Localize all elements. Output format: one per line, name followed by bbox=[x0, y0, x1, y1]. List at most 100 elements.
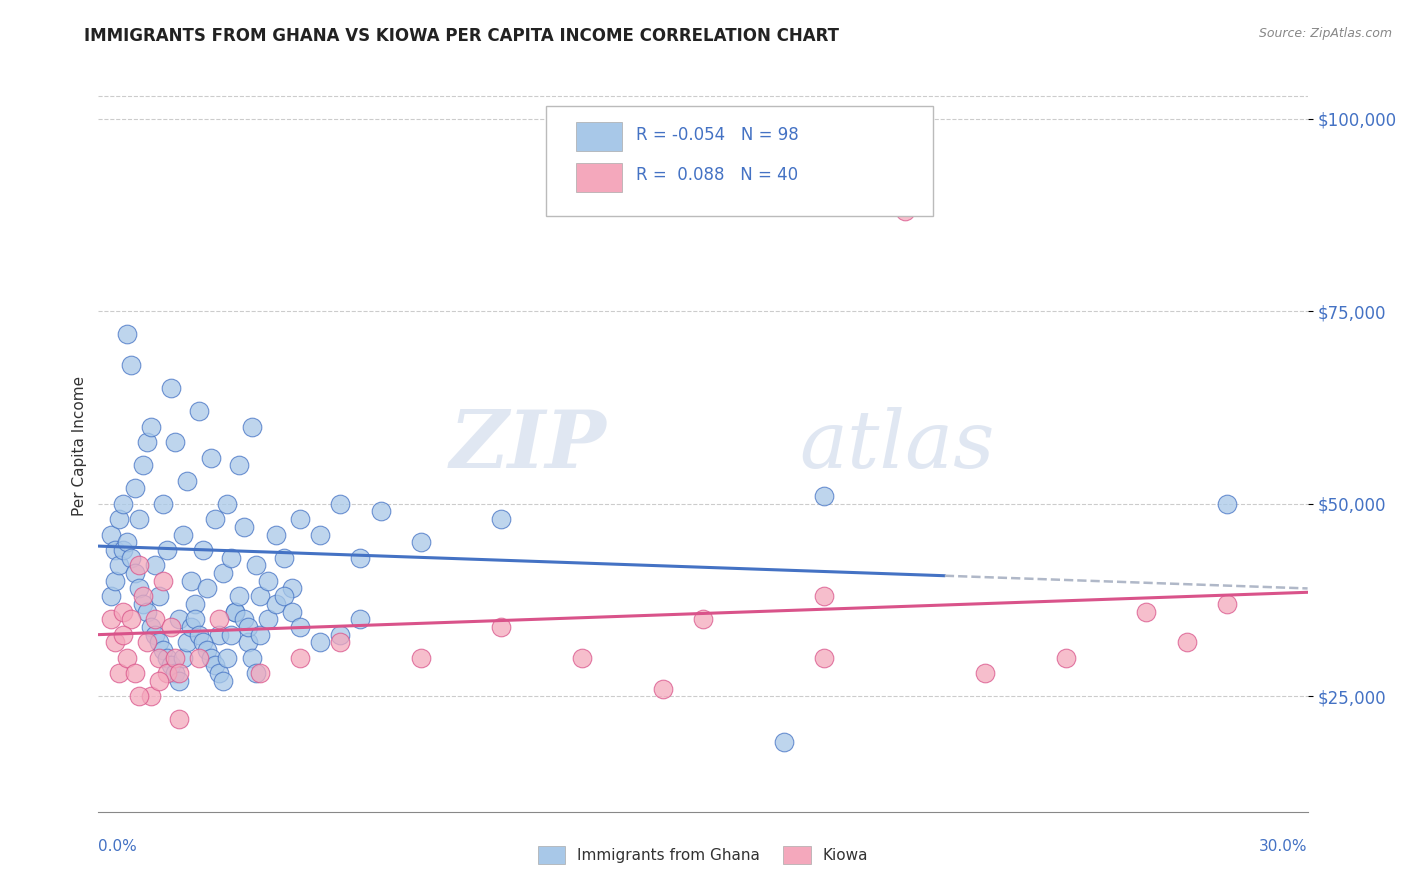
Point bbox=[208, 666, 231, 681]
Point bbox=[148, 650, 170, 665]
Point bbox=[167, 666, 190, 681]
Point bbox=[172, 650, 194, 665]
Point bbox=[349, 612, 371, 626]
Legend: Immigrants from Ghana, Kiowa: Immigrants from Ghana, Kiowa bbox=[531, 840, 875, 870]
Point bbox=[245, 666, 267, 681]
Point bbox=[124, 666, 146, 681]
Point bbox=[409, 650, 432, 665]
FancyBboxPatch shape bbox=[576, 122, 621, 152]
Y-axis label: Per Capita Income: Per Capita Income bbox=[72, 376, 87, 516]
Point bbox=[148, 635, 170, 649]
Point bbox=[103, 635, 125, 649]
Point bbox=[107, 558, 129, 573]
Point bbox=[132, 458, 155, 473]
Point bbox=[115, 535, 138, 549]
Point bbox=[163, 666, 186, 681]
Point bbox=[288, 650, 311, 665]
Point bbox=[204, 658, 226, 673]
Point bbox=[167, 673, 190, 688]
Point bbox=[120, 612, 142, 626]
Point bbox=[256, 574, 278, 588]
Point bbox=[208, 627, 231, 641]
Point bbox=[167, 712, 190, 726]
Point bbox=[221, 550, 243, 565]
Point bbox=[491, 620, 513, 634]
Point bbox=[100, 612, 122, 626]
Point bbox=[224, 605, 246, 619]
Point bbox=[228, 458, 250, 473]
Point bbox=[309, 527, 332, 541]
Point bbox=[329, 627, 352, 641]
Point bbox=[571, 650, 593, 665]
Text: atlas: atlas bbox=[800, 408, 995, 484]
Point bbox=[160, 381, 183, 395]
Point bbox=[212, 673, 235, 688]
Point bbox=[180, 574, 202, 588]
Point bbox=[160, 620, 183, 634]
Point bbox=[240, 650, 263, 665]
Point bbox=[692, 612, 714, 626]
Point bbox=[139, 620, 162, 634]
Point bbox=[813, 650, 835, 665]
Point bbox=[128, 558, 150, 573]
Point bbox=[152, 574, 174, 588]
Point bbox=[288, 620, 311, 634]
Point bbox=[1135, 605, 1157, 619]
Point bbox=[115, 650, 138, 665]
Point bbox=[152, 643, 174, 657]
Point bbox=[139, 419, 162, 434]
Point bbox=[217, 650, 239, 665]
Point bbox=[273, 589, 295, 603]
Text: Source: ZipAtlas.com: Source: ZipAtlas.com bbox=[1258, 27, 1392, 40]
Text: ZIP: ZIP bbox=[450, 408, 606, 484]
FancyBboxPatch shape bbox=[546, 106, 932, 216]
Point bbox=[309, 635, 332, 649]
Text: R =  0.088   N = 40: R = 0.088 N = 40 bbox=[637, 167, 799, 185]
Point bbox=[1216, 597, 1239, 611]
Point bbox=[128, 690, 150, 704]
Point bbox=[264, 527, 287, 541]
Point bbox=[100, 527, 122, 541]
Point bbox=[132, 597, 155, 611]
Point bbox=[143, 558, 166, 573]
Point bbox=[156, 666, 179, 681]
Point bbox=[120, 358, 142, 372]
Point bbox=[232, 612, 254, 626]
Point bbox=[148, 589, 170, 603]
Point bbox=[193, 543, 215, 558]
Point bbox=[176, 635, 198, 649]
Point bbox=[184, 612, 207, 626]
Point bbox=[124, 481, 146, 495]
Point bbox=[148, 673, 170, 688]
Point bbox=[813, 489, 835, 503]
Point bbox=[249, 589, 271, 603]
Point bbox=[974, 666, 997, 681]
Point bbox=[143, 612, 166, 626]
Point bbox=[163, 435, 186, 450]
Point bbox=[132, 589, 155, 603]
Point bbox=[264, 597, 287, 611]
Point bbox=[236, 635, 259, 649]
Point bbox=[139, 690, 162, 704]
Point bbox=[184, 597, 207, 611]
Point bbox=[180, 620, 202, 634]
Point bbox=[651, 681, 673, 696]
Point bbox=[124, 566, 146, 580]
Point bbox=[172, 527, 194, 541]
Point bbox=[813, 589, 835, 603]
Point bbox=[208, 612, 231, 626]
Point bbox=[128, 512, 150, 526]
Point bbox=[120, 550, 142, 565]
Point bbox=[103, 574, 125, 588]
Point bbox=[349, 550, 371, 565]
Point bbox=[111, 605, 134, 619]
Point bbox=[193, 635, 215, 649]
Point bbox=[273, 550, 295, 565]
Point bbox=[156, 650, 179, 665]
Point bbox=[249, 627, 271, 641]
Point bbox=[217, 497, 239, 511]
Point bbox=[176, 474, 198, 488]
Point bbox=[152, 497, 174, 511]
Point bbox=[156, 543, 179, 558]
Point bbox=[245, 558, 267, 573]
